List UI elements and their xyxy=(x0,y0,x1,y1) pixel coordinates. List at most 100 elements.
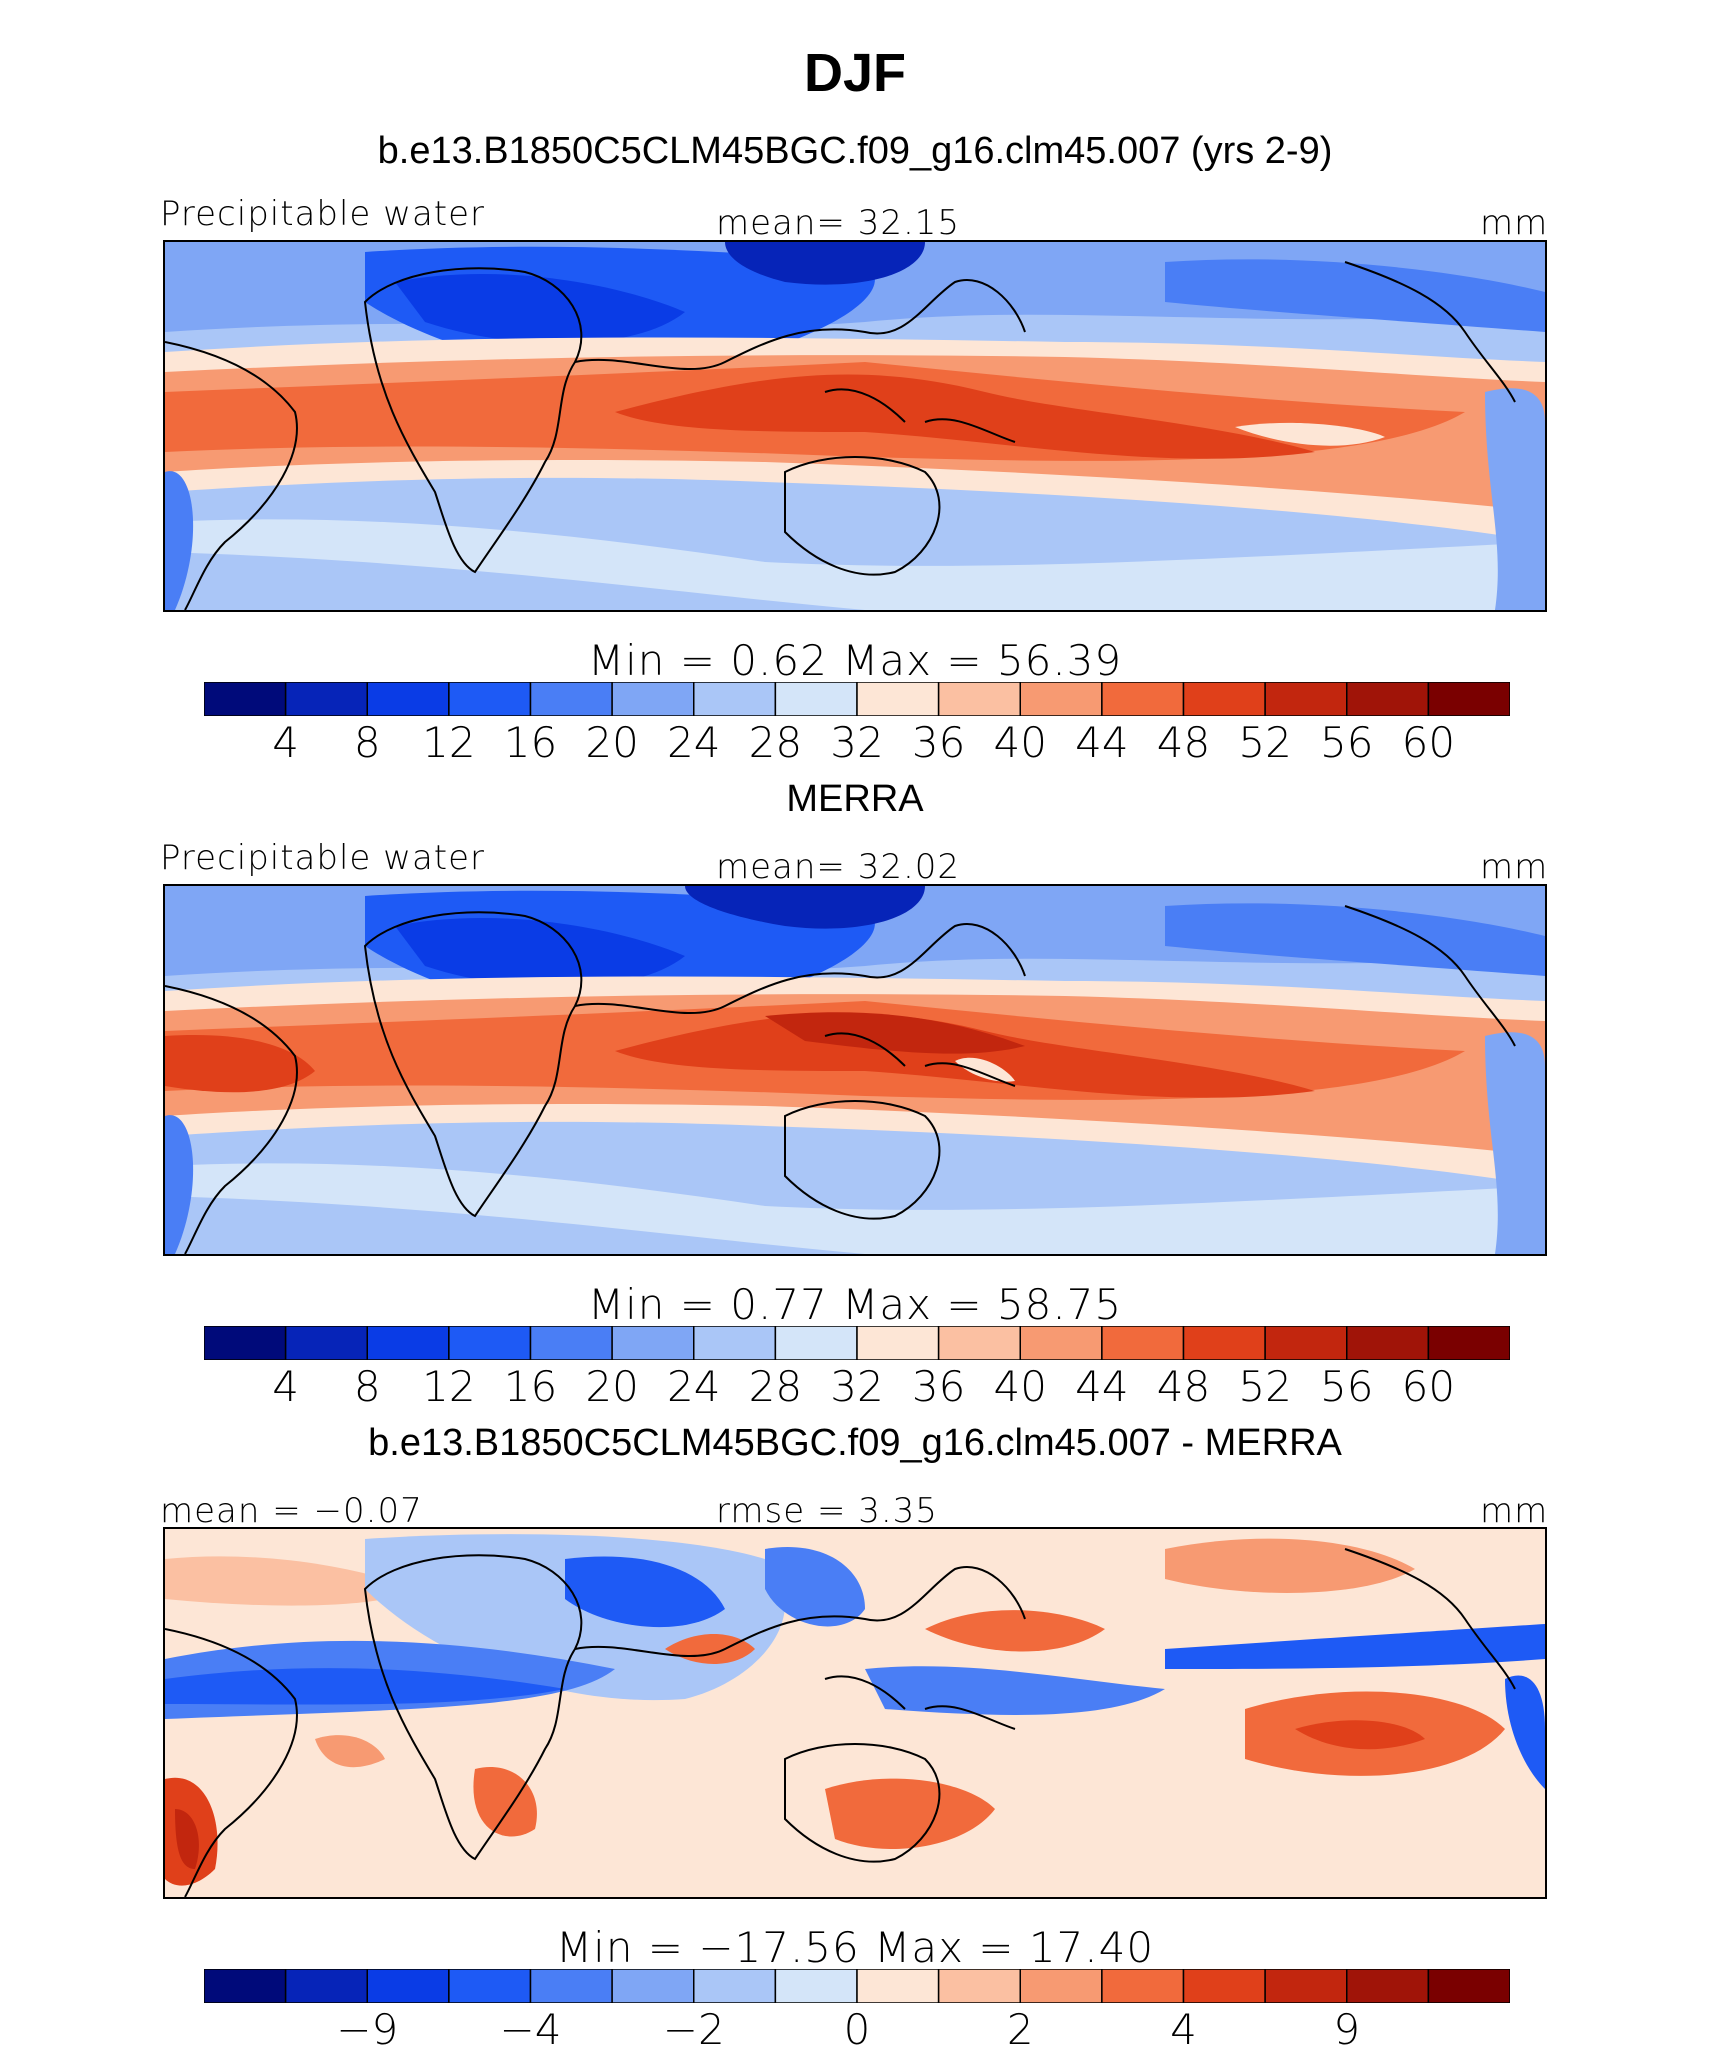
colorbar-swatch xyxy=(1182,1326,1266,1360)
colorbar-swatch xyxy=(1101,682,1185,716)
colorbar-swatch xyxy=(366,682,450,716)
colorbar-swatch xyxy=(1427,682,1510,716)
panel2-mean-label: mean= 32.02 xyxy=(716,847,961,887)
colorbar-tick-label: 28 xyxy=(748,1362,803,1411)
panel2-units-label: mm xyxy=(1480,847,1549,887)
colorbar-tick-label: 4 xyxy=(272,1362,299,1411)
colorbar-swatch xyxy=(366,1969,450,2003)
colorbar-tick-label: −4 xyxy=(499,2005,562,2054)
colorbar-swatch xyxy=(529,682,613,716)
colorbar-tick-label: 16 xyxy=(503,718,558,767)
colorbar-tick-label: 12 xyxy=(422,1362,476,1411)
colorbar-swatch xyxy=(204,682,287,716)
colorbar-tick-label: 20 xyxy=(585,1362,639,1411)
colorbar-swatch xyxy=(774,1969,858,2003)
colorbar-swatch xyxy=(693,682,777,716)
colorbar-swatch xyxy=(284,682,369,716)
colorbar-swatch xyxy=(937,682,1022,716)
colorbar-tick-label: 44 xyxy=(1075,1362,1129,1411)
colorbar-swatch xyxy=(1101,1969,1185,2003)
colorbar-swatch xyxy=(937,1326,1022,1360)
panel2-colorbar xyxy=(204,1326,1510,1360)
colorbar-swatch xyxy=(1264,682,1348,716)
panel1-case-title: b.e13.B1850C5CLM45BGC.f09_g16.clm45.007 … xyxy=(377,130,1333,172)
panel3-mean-label: mean = −0.07 xyxy=(160,1491,423,1531)
panel1-variable-label: Precipitable water xyxy=(160,194,486,234)
colorbar-swatch xyxy=(937,1969,1022,2003)
colorbar-swatch xyxy=(1264,1326,1348,1360)
panel1-map xyxy=(163,240,1547,612)
colorbar-tick-label: 44 xyxy=(1075,718,1129,767)
colorbar-tick-label: 40 xyxy=(993,1362,1047,1411)
colorbar-tick-label: 0 xyxy=(843,2005,871,2054)
colorbar-tick-label: 20 xyxy=(585,718,639,767)
colorbar-swatch xyxy=(1182,682,1266,716)
colorbar-swatch xyxy=(448,1969,532,2003)
colorbar-swatch xyxy=(774,1326,858,1360)
colorbar-tick-label: 8 xyxy=(353,1362,381,1411)
colorbar-swatch xyxy=(1427,1969,1510,2003)
colorbar-tick-label: 12 xyxy=(422,718,476,767)
colorbar-tick-label: 16 xyxy=(503,1362,558,1411)
panel3-units-label: mm xyxy=(1480,1491,1549,1531)
colorbar-swatch xyxy=(1346,1326,1430,1360)
colorbar-tick-label: 48 xyxy=(1156,1362,1211,1411)
colorbar-tick-label: 28 xyxy=(748,718,803,767)
colorbar-swatch xyxy=(1019,1326,1103,1360)
colorbar-tick-label: 32 xyxy=(830,1362,884,1411)
colorbar-tick-label: 4 xyxy=(1170,2005,1197,2054)
panel3-map xyxy=(163,1527,1547,1899)
colorbar-tick-label: 60 xyxy=(1401,1362,1456,1411)
colorbar-swatch xyxy=(1019,1969,1103,2003)
colorbar-tick-label: −9 xyxy=(336,2005,399,2054)
colorbar-tick-label: 40 xyxy=(993,718,1047,767)
panel1-colorbar-ticks: 4 8 12 16 20 24 28 32 36 40 44 48 52 56 60 xyxy=(204,718,1510,768)
colorbar-swatch xyxy=(1346,682,1430,716)
colorbar-swatch xyxy=(856,1969,940,2003)
colorbar-swatch xyxy=(693,1326,777,1360)
colorbar-swatch xyxy=(1019,682,1103,716)
panel1-colorbar xyxy=(204,682,1510,716)
colorbar-tick-label: 52 xyxy=(1238,718,1292,767)
panel1-units-label: mm xyxy=(1480,203,1549,243)
colorbar-swatch xyxy=(856,682,940,716)
colorbar-swatch xyxy=(1427,1326,1510,1360)
colorbar-tick-label: 48 xyxy=(1156,718,1211,767)
colorbar-tick-label: 56 xyxy=(1320,718,1374,767)
colorbar-tick-label: −2 xyxy=(662,2005,725,2054)
colorbar-swatch xyxy=(284,1326,369,1360)
colorbar-swatch xyxy=(856,1326,940,1360)
panel2-case-title: MERRA xyxy=(786,778,924,820)
colorbar-swatch xyxy=(774,682,858,716)
colorbar-tick-label: 36 xyxy=(911,718,966,767)
panel3-colorbar xyxy=(204,1969,1510,2003)
colorbar-tick-label: 36 xyxy=(911,1362,966,1411)
panel3-rmse-label: rmse = 3.35 xyxy=(716,1491,938,1531)
colorbar-tick-label: 2 xyxy=(1006,2005,1034,2054)
figure-title: DJF xyxy=(803,43,906,103)
colorbar-swatch xyxy=(1346,1969,1430,2003)
colorbar-swatch xyxy=(529,1969,613,2003)
colorbar-swatch xyxy=(204,1969,287,2003)
colorbar-swatch xyxy=(1264,1969,1348,2003)
panel1-mean-label: mean= 32.15 xyxy=(716,203,961,243)
colorbar-swatch xyxy=(366,1326,450,1360)
panel2-map xyxy=(163,884,1547,1256)
panel2-variable-label: Precipitable water xyxy=(160,838,486,878)
panel3-case-title: b.e13.B1850C5CLM45BGC.f09_g16.clm45.007 … xyxy=(368,1422,1342,1464)
colorbar-swatch xyxy=(284,1969,369,2003)
colorbar-tick-label: 56 xyxy=(1320,1362,1374,1411)
colorbar-tick-label: 8 xyxy=(353,718,381,767)
panel2-minmax: Min = 0.77 Max = 58.75 xyxy=(587,1280,1123,1329)
colorbar-tick-label: 24 xyxy=(667,718,721,767)
colorbar-swatch xyxy=(529,1326,613,1360)
colorbar-swatch xyxy=(693,1969,777,2003)
colorbar-tick-label: 60 xyxy=(1401,718,1456,767)
panel1-minmax: Min = 0.62 Max = 56.39 xyxy=(587,636,1123,685)
colorbar-tick-label: 32 xyxy=(830,718,884,767)
colorbar-swatch xyxy=(1182,1969,1266,2003)
colorbar-tick-label: 4 xyxy=(272,718,299,767)
colorbar-swatch xyxy=(611,1969,695,2003)
colorbar-swatch xyxy=(611,1326,695,1360)
colorbar-swatch xyxy=(611,682,695,716)
